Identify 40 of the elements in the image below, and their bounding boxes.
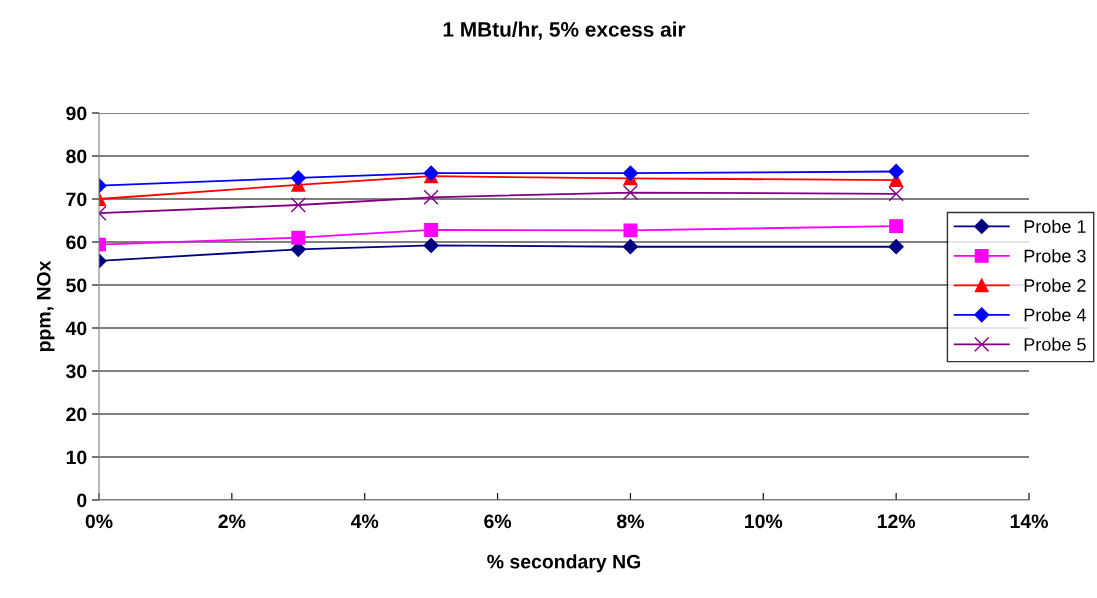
- y-tick-label: 40: [65, 321, 87, 336]
- y-axis-title: ppm, NOx: [36, 260, 55, 352]
- point: [290, 197, 306, 213]
- x-tick-label: 0%: [85, 514, 113, 529]
- y-tick-label: 30: [66, 364, 87, 379]
- y-tick-label: 70: [66, 192, 87, 207]
- legend-label: Probe 4: [1024, 308, 1086, 322]
- y-tick-label: 60: [66, 235, 87, 250]
- point: [622, 184, 639, 201]
- x-tick-label: 2%: [218, 514, 246, 529]
- legend-label: Probe 2: [1024, 278, 1086, 292]
- point: [888, 186, 904, 202]
- x-tick-label: 6%: [484, 514, 512, 529]
- x-tick-label: 8%: [616, 514, 644, 529]
- y-tick-label: 90: [66, 106, 87, 121]
- point: [290, 170, 306, 186]
- point: [424, 223, 439, 237]
- point: [623, 223, 638, 238]
- x-tick-label: 14%: [1010, 514, 1048, 529]
- x-tick-label: 12%: [877, 514, 916, 529]
- y-tick-label: 80: [66, 149, 87, 164]
- point: [622, 165, 638, 181]
- point: [888, 163, 904, 180]
- point: [423, 237, 439, 254]
- point: [291, 230, 306, 245]
- y-tick-label: 50: [66, 278, 87, 293]
- x-tick-label: 10%: [745, 514, 783, 529]
- x-tick-label: 4%: [350, 514, 379, 529]
- point: [622, 239, 638, 255]
- legend-label: Probe 3: [1024, 249, 1086, 263]
- legend-label: Probe 1: [1024, 219, 1086, 233]
- legend-label: Probe 5: [1024, 337, 1086, 351]
- point: [888, 239, 904, 255]
- point: [889, 219, 904, 234]
- y-tick-label: 10: [66, 450, 87, 465]
- point: [423, 189, 439, 205]
- y-tick-label: 0: [77, 493, 87, 508]
- y-tick-label: 20: [66, 407, 87, 422]
- x-axis-title: % secondary NG: [487, 554, 641, 573]
- chart-title: 1 MBtu/hr, 5% excess air: [443, 21, 686, 40]
